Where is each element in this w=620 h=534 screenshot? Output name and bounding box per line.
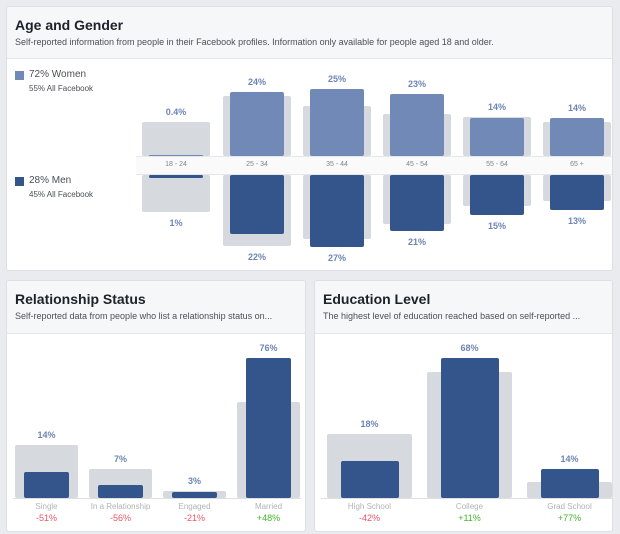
category-label: Engaged bbox=[178, 502, 211, 511]
women-bar bbox=[550, 118, 604, 156]
women-value-label: 0.4% bbox=[165, 106, 187, 117]
men-value-label: 1% bbox=[169, 217, 183, 228]
men-value-label: 13% bbox=[567, 215, 586, 226]
age-axis-label: 25 - 34 bbox=[246, 161, 268, 168]
women-bar bbox=[470, 118, 524, 156]
card-header: Relationship Status Self-reported data f… bbox=[7, 281, 305, 334]
value-label: 14% bbox=[560, 454, 579, 465]
value-bar bbox=[172, 492, 217, 498]
category-label: Single bbox=[35, 502, 58, 511]
age-gender-card: Age and Gender Self-reported information… bbox=[6, 6, 613, 271]
women-value-label: 14% bbox=[487, 101, 506, 112]
women-value-label: 14% bbox=[567, 103, 586, 114]
age-axis-label: 35 - 44 bbox=[326, 161, 348, 168]
education-chart: 18% High School -42% 68% College +11% 14% Grad … bbox=[315, 281, 612, 531]
value-label: 18% bbox=[360, 419, 379, 430]
women-bar bbox=[310, 89, 364, 156]
women-all-facebook: 55% All Facebook bbox=[29, 84, 94, 93]
value-bar bbox=[246, 358, 291, 498]
education-card: Education Level The highest level of edu… bbox=[314, 280, 613, 532]
change-label: -21% bbox=[183, 513, 205, 523]
men-value-label: 21% bbox=[407, 237, 426, 248]
men-bar bbox=[149, 175, 203, 178]
women-bar bbox=[149, 154, 203, 156]
value-bar bbox=[540, 469, 599, 498]
value-label: 14% bbox=[37, 429, 56, 440]
men-all-facebook: 45% All Facebook bbox=[29, 190, 94, 199]
baseline bbox=[321, 498, 612, 499]
value-bar bbox=[24, 472, 69, 498]
card-title: Education Level bbox=[323, 291, 431, 307]
change-label: -42% bbox=[358, 513, 380, 523]
age-axis-strip bbox=[136, 156, 612, 175]
women-legend-label: 72% Women bbox=[29, 69, 87, 80]
men-value-label: 22% bbox=[247, 252, 266, 263]
women-legend-swatch bbox=[15, 71, 24, 80]
women-bar bbox=[230, 91, 284, 156]
women-value-label: 23% bbox=[407, 79, 426, 90]
value-label: 68% bbox=[460, 342, 479, 353]
men-bar bbox=[390, 175, 444, 232]
change-label: -51% bbox=[35, 513, 57, 523]
women-value-label: 25% bbox=[327, 74, 346, 84]
change-label: +11% bbox=[458, 513, 481, 523]
men-bar bbox=[470, 175, 524, 216]
card-title: Age and Gender bbox=[15, 17, 124, 33]
value-label: 76% bbox=[259, 343, 278, 354]
category-label: High School bbox=[347, 502, 392, 511]
men-bar bbox=[230, 175, 284, 234]
relationship-chart: 14% Single -51% 7% In a Relationship -56% 3% En… bbox=[7, 281, 305, 531]
men-legend-swatch bbox=[15, 177, 24, 186]
value-bar bbox=[440, 357, 499, 498]
men-legend-label: 28% Men bbox=[29, 175, 72, 186]
change-label: +48% bbox=[256, 513, 281, 523]
age-axis-label: 45 - 54 bbox=[406, 161, 428, 168]
card-header: Education Level The highest level of edu… bbox=[315, 281, 612, 334]
relationship-card: Relationship Status Self-reported data f… bbox=[6, 280, 306, 532]
value-label: 3% bbox=[187, 475, 201, 486]
women-value-label: 24% bbox=[247, 76, 266, 87]
category-label: Grad School bbox=[547, 502, 592, 511]
comparison-bar-women bbox=[142, 121, 210, 156]
category-label: Married bbox=[254, 502, 283, 511]
change-label: -56% bbox=[109, 513, 131, 523]
men-bar bbox=[310, 175, 364, 248]
age-axis-label: 55 - 64 bbox=[486, 161, 508, 168]
category-label: In a Relationship bbox=[90, 502, 151, 511]
women-bar bbox=[390, 94, 444, 156]
category-label: College bbox=[455, 502, 484, 511]
age-gender-chart: 72% Women 55% All Facebook 28% Men 45% A… bbox=[7, 7, 612, 270]
value-label: 7% bbox=[113, 453, 127, 464]
age-axis-label: 18 - 24 bbox=[165, 161, 187, 168]
men-bar bbox=[550, 175, 604, 210]
comparison-bar-men bbox=[142, 175, 210, 212]
age-axis-label: 65 + bbox=[570, 161, 584, 168]
men-value-label: 15% bbox=[487, 221, 506, 232]
value-bar bbox=[340, 460, 399, 498]
card-header: Age and Gender Self-reported information… bbox=[7, 7, 612, 59]
card-title: Relationship Status bbox=[15, 291, 146, 307]
change-label: +77% bbox=[557, 513, 582, 523]
baseline bbox=[13, 498, 301, 499]
men-value-label: 27% bbox=[327, 253, 346, 264]
value-bar bbox=[98, 485, 143, 498]
